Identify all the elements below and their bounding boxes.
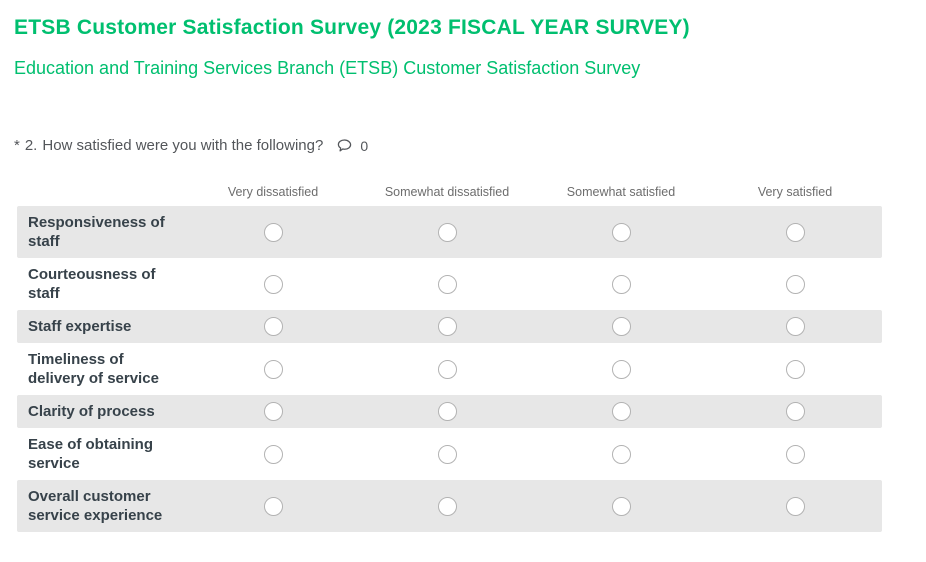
- radio-cell-very-dissatisfied[interactable]: [186, 395, 360, 428]
- row-label: Responsiveness of staff: [28, 214, 165, 250]
- comment-toggle[interactable]: 0: [336, 137, 368, 154]
- matrix-row-clarity-of-process: Clarity of process: [17, 395, 882, 428]
- radio-button[interactable]: [611, 444, 631, 464]
- matrix-row-responsiveness-of-staff: Responsiveness of staff: [17, 206, 882, 258]
- radio-button[interactable]: [437, 359, 457, 379]
- radio-button[interactable]: [611, 402, 631, 421]
- radio-cell-very-satisfied[interactable]: [708, 310, 882, 343]
- comment-count[interactable]: 0: [360, 137, 369, 154]
- page-title: ETSB Customer Satisfaction Survey (2023 …: [14, 16, 690, 39]
- matrix-row-timeliness-of-delivery: Timeliness of delivery of service: [17, 343, 882, 395]
- matrix-row-staff-expertise: Staff expertise: [17, 310, 882, 343]
- column-header-somewhat-satisfied: Somewhat satisfied: [566, 185, 676, 199]
- radio-cell-somewhat-satisfied[interactable]: [534, 258, 708, 310]
- radio-cell-somewhat-dissatisfied[interactable]: [360, 480, 534, 532]
- radio-button[interactable]: [263, 402, 283, 421]
- radio-cell-very-dissatisfied[interactable]: [186, 206, 360, 258]
- radio-cell-very-satisfied[interactable]: [708, 343, 882, 395]
- radio-button[interactable]: [785, 222, 805, 242]
- radio-cell-somewhat-dissatisfied[interactable]: [360, 206, 534, 258]
- matrix-row-overall-customer-service-experience: Overall customer service experience: [17, 480, 882, 532]
- radio-cell-somewhat-dissatisfied[interactable]: [360, 310, 534, 343]
- radio-cell-somewhat-satisfied[interactable]: [534, 428, 708, 480]
- radio-cell-very-satisfied[interactable]: [708, 480, 882, 532]
- question-line: * 2. How satisfied were you with the fol…: [14, 137, 912, 154]
- row-label: Courteousness of staff: [28, 266, 156, 302]
- radio-button[interactable]: [611, 496, 631, 516]
- question-number: 2.: [24, 137, 38, 154]
- radio-cell-very-dissatisfied[interactable]: [186, 258, 360, 310]
- page-subtitle: Education and Training Services Branch (…: [14, 58, 641, 78]
- radio-cell-somewhat-dissatisfied[interactable]: [360, 395, 534, 428]
- radio-button[interactable]: [437, 222, 457, 242]
- radio-cell-very-dissatisfied[interactable]: [186, 428, 360, 480]
- row-label: Clarity of process: [28, 403, 155, 420]
- matrix-question-table: Very dissatisfied Somewhat dissatisfied …: [17, 185, 882, 532]
- row-label: Timeliness of delivery of service: [28, 351, 159, 387]
- radio-button[interactable]: [437, 317, 457, 336]
- column-header-very-dissatisfied: Very dissatisfied: [227, 185, 319, 199]
- radio-button[interactable]: [611, 274, 631, 294]
- radio-button[interactable]: [437, 444, 457, 464]
- radio-cell-very-dissatisfied[interactable]: [186, 480, 360, 532]
- radio-button[interactable]: [785, 402, 805, 421]
- radio-button[interactable]: [263, 496, 283, 516]
- matrix-row-courteousness-of-staff: Courteousness of staff: [17, 258, 882, 310]
- radio-button[interactable]: [785, 444, 805, 464]
- radio-button[interactable]: [611, 222, 631, 242]
- radio-button[interactable]: [263, 444, 283, 464]
- radio-cell-somewhat-satisfied[interactable]: [534, 310, 708, 343]
- radio-button[interactable]: [263, 317, 283, 336]
- radio-button[interactable]: [611, 359, 631, 379]
- radio-cell-very-satisfied[interactable]: [708, 206, 882, 258]
- radio-button[interactable]: [263, 222, 283, 242]
- radio-cell-somewhat-dissatisfied[interactable]: [360, 258, 534, 310]
- radio-button[interactable]: [263, 274, 283, 294]
- radio-cell-very-satisfied[interactable]: [708, 428, 882, 480]
- matrix-header-row: Very dissatisfied Somewhat dissatisfied …: [17, 185, 882, 206]
- row-label: Staff expertise: [28, 318, 132, 335]
- radio-cell-somewhat-dissatisfied[interactable]: [360, 428, 534, 480]
- radio-button[interactable]: [437, 496, 457, 516]
- radio-button[interactable]: [263, 359, 283, 379]
- row-label: Ease of obtaining service: [28, 436, 154, 472]
- matrix-row-ease-of-obtaining-service: Ease of obtaining service: [17, 428, 882, 480]
- question-text: How satisfied were you with the followin…: [42, 137, 324, 154]
- comment-bubble-icon[interactable]: [336, 137, 353, 154]
- radio-button[interactable]: [785, 359, 805, 379]
- survey-page: ETSB Customer Satisfaction Survey (2023 …: [14, 16, 912, 532]
- row-label: Overall customer service experience: [28, 488, 163, 524]
- radio-cell-somewhat-satisfied[interactable]: [534, 395, 708, 428]
- radio-cell-very-satisfied[interactable]: [708, 395, 882, 428]
- required-asterisk: *: [14, 137, 20, 154]
- radio-button[interactable]: [785, 496, 805, 516]
- radio-cell-very-dissatisfied[interactable]: [186, 343, 360, 395]
- radio-button[interactable]: [611, 317, 631, 336]
- column-header-somewhat-dissatisfied: Somewhat dissatisfied: [384, 185, 510, 199]
- radio-cell-somewhat-satisfied[interactable]: [534, 480, 708, 532]
- radio-cell-very-dissatisfied[interactable]: [186, 310, 360, 343]
- radio-button[interactable]: [437, 274, 457, 294]
- radio-button[interactable]: [437, 402, 457, 421]
- column-header-very-satisfied: Very satisfied: [757, 185, 833, 199]
- radio-cell-somewhat-satisfied[interactable]: [534, 343, 708, 395]
- matrix-body: Responsiveness of staff Courteousness of…: [17, 206, 882, 532]
- radio-button[interactable]: [785, 274, 805, 294]
- radio-cell-very-satisfied[interactable]: [708, 258, 882, 310]
- radio-cell-somewhat-dissatisfied[interactable]: [360, 343, 534, 395]
- radio-button[interactable]: [785, 317, 805, 336]
- radio-cell-somewhat-satisfied[interactable]: [534, 206, 708, 258]
